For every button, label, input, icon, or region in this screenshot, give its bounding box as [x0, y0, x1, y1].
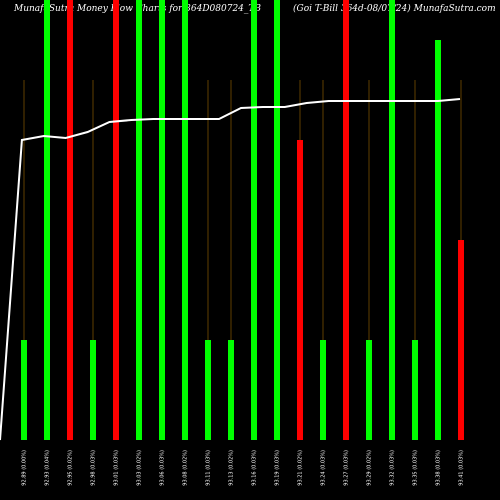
bar — [159, 0, 165, 440]
bar — [136, 0, 142, 440]
bar — [182, 0, 188, 440]
x-tick-label: 93.32 (0.03%) — [390, 450, 396, 486]
bar — [228, 340, 234, 440]
x-tick-label: 93.29 (0.02%) — [367, 450, 373, 486]
bar — [343, 0, 349, 440]
bar — [297, 140, 303, 440]
x-tick-label: 93.11 (0.03%) — [206, 450, 212, 486]
x-tick-label: 93.19 (0.03%) — [275, 450, 281, 486]
bar — [90, 340, 96, 440]
x-tick-label: 93.41 (0.03%) — [459, 450, 465, 486]
bar — [412, 340, 418, 440]
bar — [67, 0, 73, 440]
x-tick-label: 92.95 (0.02%) — [68, 450, 74, 486]
x-tick-label: 93.16 (0.03%) — [252, 450, 258, 486]
money-flow-line — [0, 98, 461, 441]
x-tick-label: 92.93 (0.04%) — [45, 450, 51, 486]
bar — [458, 240, 464, 440]
x-tick-label: 93.06 (0.03%) — [160, 450, 166, 486]
x-tick-label: 93.03 (0.02%) — [137, 450, 143, 486]
x-tick-label: 93.24 (0.03%) — [321, 450, 327, 486]
bar — [251, 0, 257, 440]
bar — [366, 340, 372, 440]
bar — [389, 0, 395, 440]
bar — [44, 0, 50, 440]
bar — [113, 0, 119, 440]
x-tick-label: 93.38 (0.03%) — [436, 450, 442, 486]
bar — [205, 340, 211, 440]
x-tick-label: 92.89 (0.00%) — [22, 450, 28, 486]
bar — [21, 340, 27, 440]
bar — [320, 340, 326, 440]
x-tick-label: 92.98 (0.03%) — [91, 450, 97, 486]
x-tick-label: 93.35 (0.03%) — [413, 450, 419, 486]
x-tick-label: 93.21 (0.02%) — [298, 450, 304, 486]
x-tick-label: 93.01 (0.03%) — [114, 450, 120, 486]
x-tick-label: 93.27 (0.03%) — [344, 450, 350, 486]
bar — [435, 40, 441, 440]
x-tick-label: 93.13 (0.02%) — [229, 450, 235, 486]
bar — [274, 0, 280, 440]
x-tick-label: 93.08 (0.02%) — [183, 450, 189, 486]
